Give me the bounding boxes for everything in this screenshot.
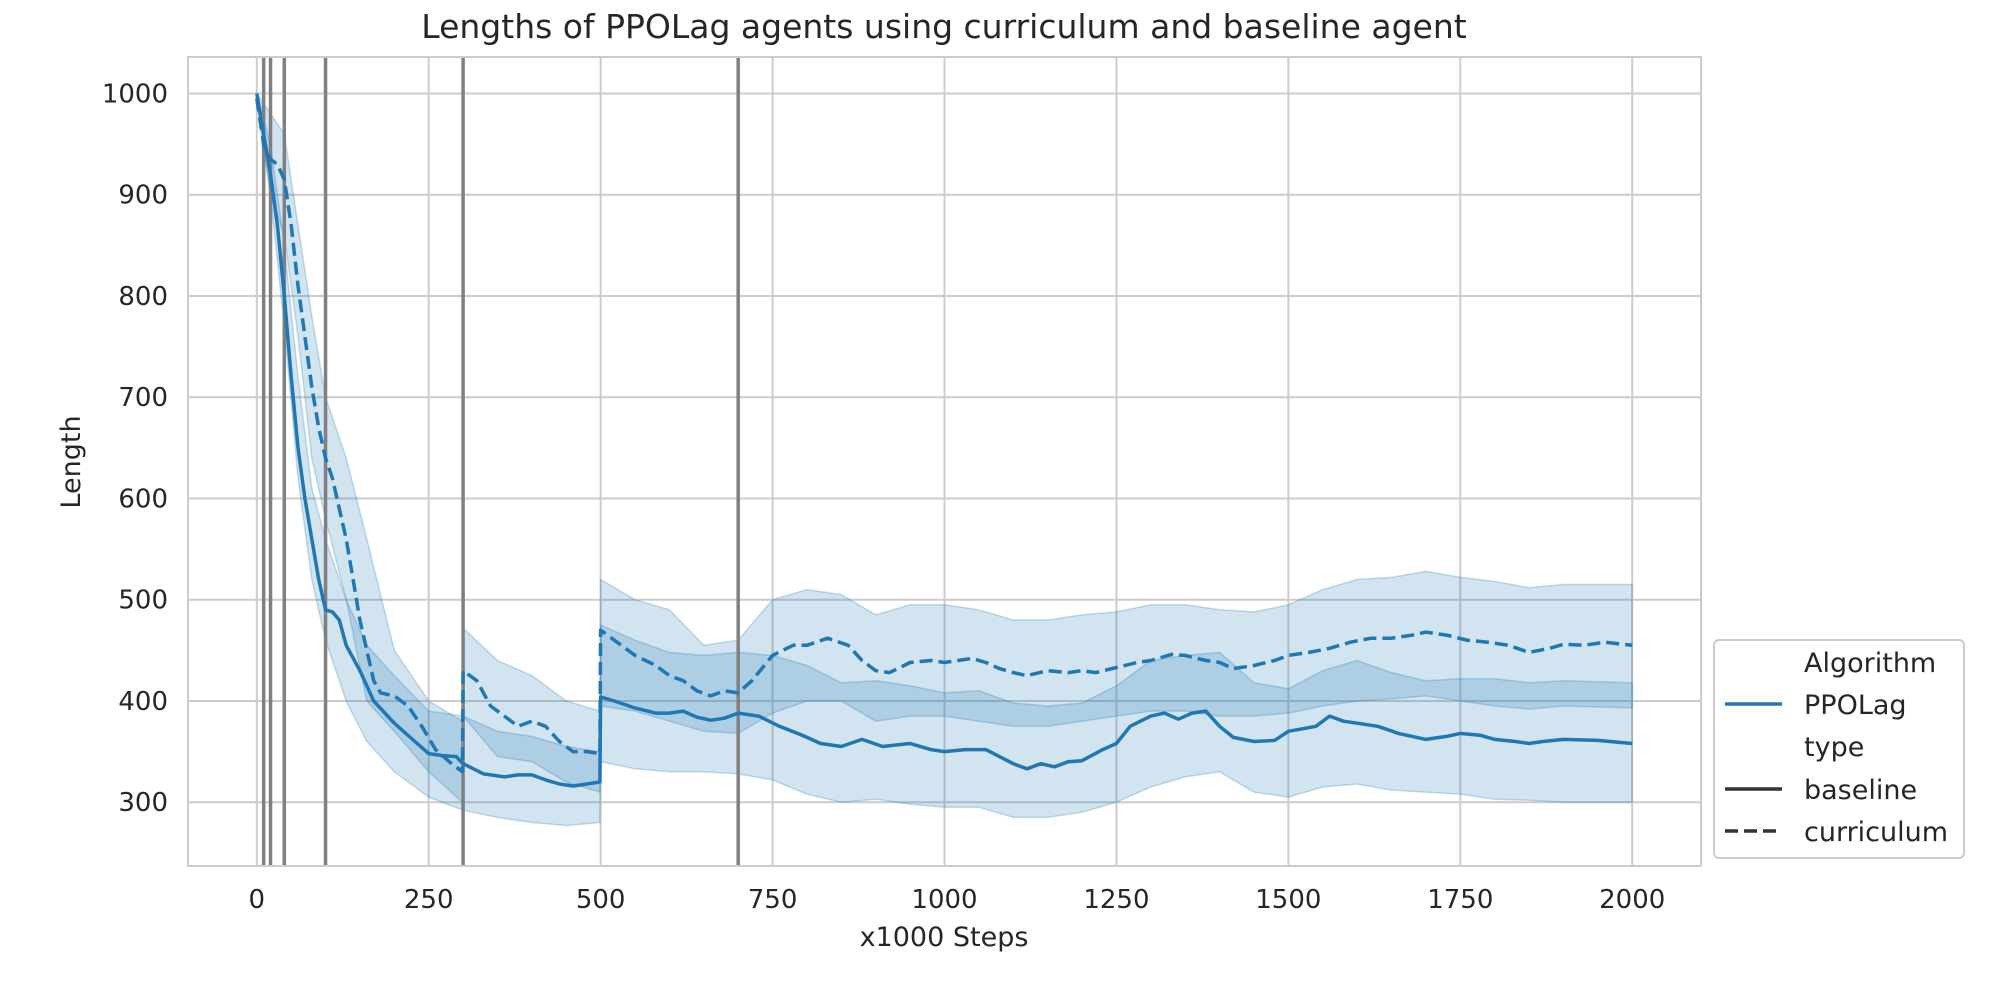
x-tick-label: 250 — [404, 885, 454, 915]
y-tick-label: 900 — [118, 181, 168, 211]
chart-title: Lengths of PPOLag agents using curriculu… — [421, 7, 1466, 46]
y-tick-labels: 300 400 500 600 700 800 900 1000 — [102, 79, 168, 818]
legend: Algorithm PPOLag type baseline curriculu… — [1713, 639, 1965, 859]
x-tick-label: 1000 — [911, 885, 977, 915]
grid — [188, 57, 1701, 866]
legend-header-type: type — [1804, 732, 1864, 763]
x-tick-label: 500 — [576, 885, 626, 915]
x-tick-label: 1250 — [1083, 885, 1149, 915]
series-line-baseline — [255, 93, 1633, 788]
plot-frame — [187, 56, 1702, 867]
x-tick-label: 0 — [248, 885, 265, 915]
y-tick-label: 400 — [118, 687, 168, 717]
legend-label-baseline: baseline — [1804, 775, 1917, 806]
legend-header-algorithm: Algorithm — [1804, 648, 1936, 679]
series-line-curriculum — [255, 98, 1633, 774]
legend-box — [1713, 639, 1965, 859]
y-tick-label: 800 — [118, 282, 168, 312]
y-tick-label: 700 — [118, 383, 168, 413]
y-axis-label: Length — [56, 415, 87, 508]
x-tick-label: 1750 — [1427, 885, 1493, 915]
legend-label-ppolag: PPOLag — [1804, 690, 1907, 721]
y-tick-label: 500 — [118, 586, 168, 616]
legend-label-curriculum: curriculum — [1804, 817, 1948, 848]
y-tick-label: 600 — [118, 484, 168, 514]
x-tick-label: 2000 — [1599, 885, 1665, 915]
y-tick-label: 1000 — [102, 79, 168, 109]
y-tick-label: 300 — [118, 788, 168, 818]
x-tick-label: 750 — [748, 885, 798, 915]
x-axis-label: x1000 Steps — [860, 922, 1029, 953]
series-lines — [255, 93, 1633, 788]
x-tick-label: 1500 — [1255, 885, 1321, 915]
x-tick-labels: 0 250 500 750 1000 1250 1500 1750 2000 — [248, 885, 1665, 915]
